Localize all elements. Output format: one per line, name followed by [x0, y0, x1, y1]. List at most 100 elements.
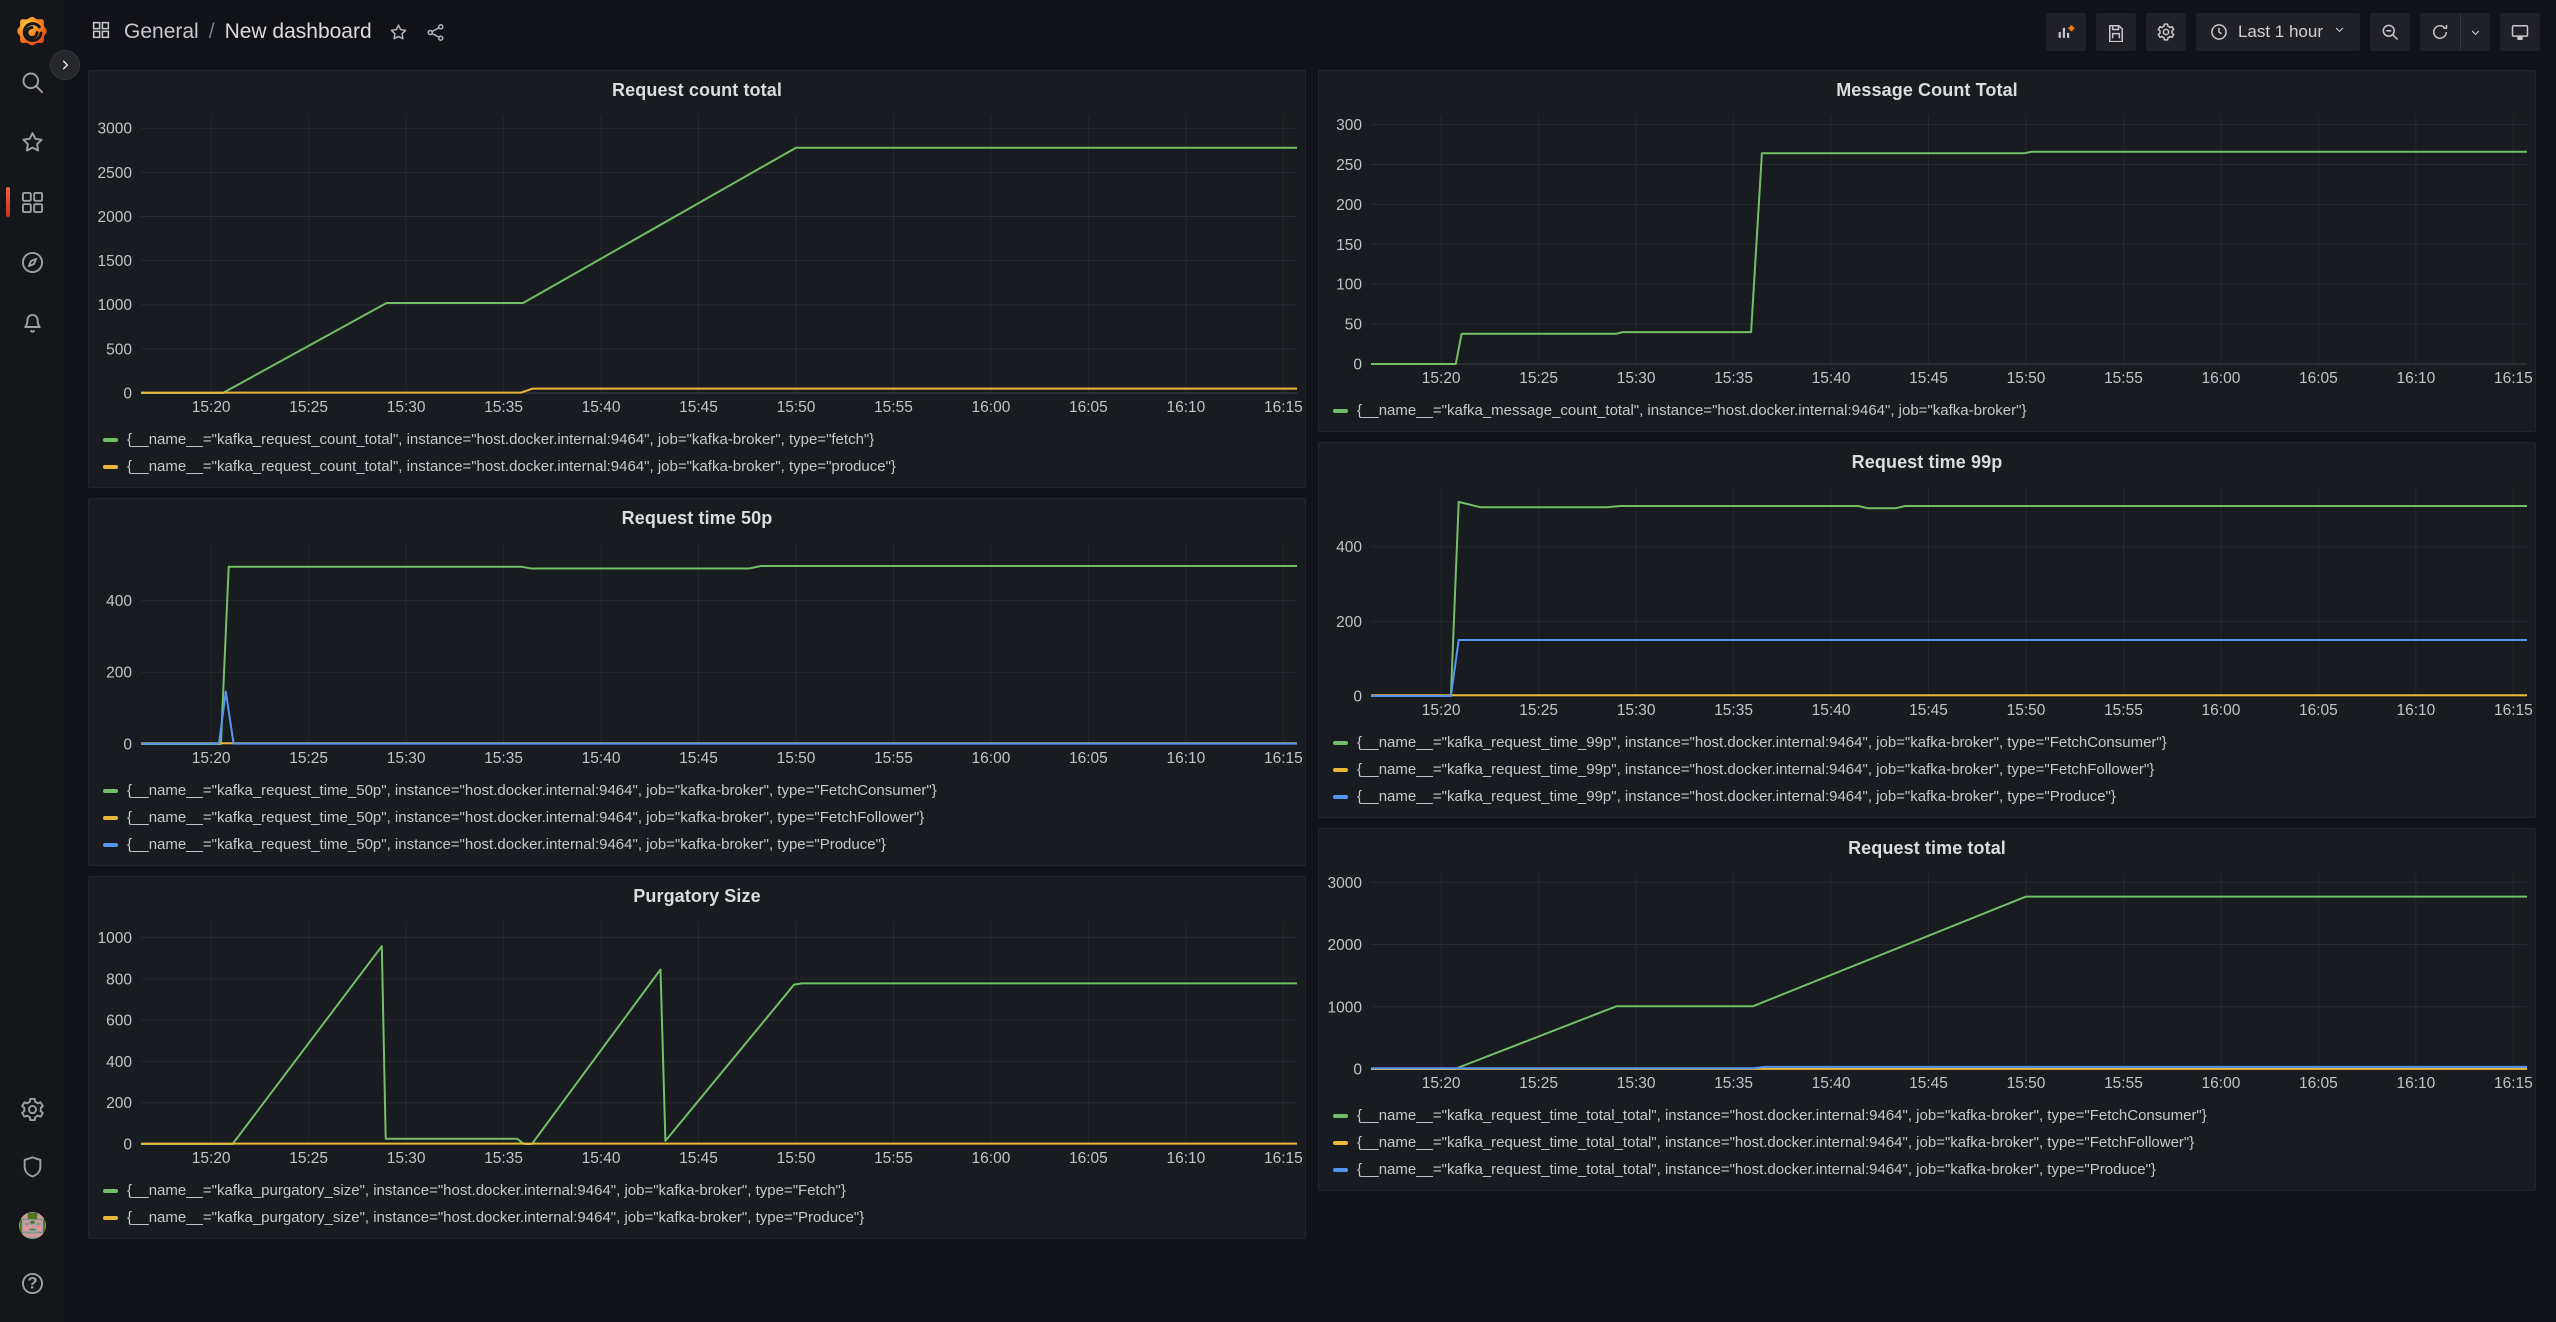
sidebar-item-server-admin[interactable]	[0, 1138, 64, 1196]
sidebar-item-configuration[interactable]	[0, 1080, 64, 1138]
svg-text:16:15: 16:15	[1264, 1150, 1303, 1167]
legend-swatch	[103, 816, 118, 820]
svg-text:15:30: 15:30	[387, 750, 426, 767]
series-line-green	[141, 946, 1297, 1144]
refresh-interval-dropdown[interactable]	[2460, 13, 2490, 51]
share-dashboard-button[interactable]	[425, 22, 446, 43]
legend-label: {__name__="kafka_request_count_total", i…	[127, 458, 896, 475]
svg-text:2500: 2500	[98, 165, 133, 182]
svg-text:16:05: 16:05	[2299, 1075, 2338, 1092]
legend-label: {__name__="kafka_message_count_total", i…	[1357, 402, 2026, 419]
legend-item[interactable]: {__name__="kafka_request_count_total", i…	[103, 453, 1305, 480]
save-dashboard-button[interactable]	[2096, 13, 2136, 51]
sidebar: ?	[0, 0, 64, 1322]
svg-text:16:10: 16:10	[2396, 370, 2435, 387]
grafana-logo[interactable]	[12, 12, 52, 52]
panel-request-time-50p: Request time 50p020040015:2015:2515:3015…	[88, 498, 1306, 866]
sidebar-item-help[interactable]: ?	[0, 1254, 64, 1312]
monitor-icon	[2510, 22, 2530, 42]
panel-title[interactable]: Request time 99p	[1319, 443, 2535, 477]
star-icon	[388, 22, 409, 43]
shield-icon	[19, 1154, 46, 1181]
legend-item[interactable]: {__name__="kafka_request_time_total_tota…	[1333, 1156, 2535, 1183]
cycle-view-mode-button[interactable]	[2500, 13, 2540, 51]
panel-title[interactable]: Request time 50p	[89, 499, 1305, 533]
timeseries-chart[interactable]: 0200400600800100015:2015:2515:3015:3515:…	[89, 911, 1305, 1170]
panel-legend: {__name__="kafka_request_time_50p", inst…	[89, 775, 1305, 864]
legend-swatch	[1333, 741, 1348, 745]
refresh-split-button	[2420, 13, 2490, 51]
legend-item[interactable]: {__name__="kafka_message_count_total", i…	[1333, 397, 2535, 424]
svg-text:15:30: 15:30	[387, 1150, 426, 1167]
svg-text:200: 200	[106, 665, 132, 682]
legend-item[interactable]: {__name__="kafka_purgatory_size", instan…	[103, 1177, 1305, 1204]
sidebar-item-alerting[interactable]	[0, 292, 64, 352]
panel-title[interactable]: Message Count Total	[1319, 71, 2535, 105]
legend-label: {__name__="kafka_purgatory_size", instan…	[127, 1209, 864, 1226]
zoom-out-icon	[2380, 22, 2400, 42]
legend-item[interactable]: {__name__="kafka_request_count_total", i…	[103, 426, 1305, 453]
timeseries-chart[interactable]: 05010015020025030015:2015:2515:3015:3515…	[1319, 105, 2535, 390]
add-panel-button[interactable]	[2046, 13, 2086, 51]
chevron-down-icon	[2468, 25, 2483, 40]
grafana-logo-icon	[14, 14, 50, 50]
dashboard-settings-button[interactable]	[2146, 13, 2186, 51]
svg-text:250: 250	[1336, 157, 1362, 174]
breadcrumb-dashboard-title[interactable]: New dashboard	[225, 20, 372, 44]
sidebar-item-explore[interactable]	[0, 232, 64, 292]
breadcrumb-folder[interactable]: General	[124, 20, 199, 44]
add-panel-icon	[2056, 22, 2076, 42]
series-line-green	[1371, 897, 2527, 1069]
save-icon	[2106, 22, 2126, 42]
legend-swatch	[1333, 795, 1348, 799]
panel-message-count-total: Message Count Total05010015020025030015:…	[1318, 70, 2536, 432]
clock-icon	[2209, 22, 2229, 42]
series-line-blue	[141, 692, 1297, 744]
svg-text:500: 500	[106, 341, 132, 358]
svg-text:15:55: 15:55	[2104, 702, 2143, 719]
y-axis-labels: 050100150200250300	[1336, 117, 1362, 373]
panel-title[interactable]: Request time total	[1319, 829, 2535, 863]
refresh-dashboard-button[interactable]	[2420, 13, 2460, 51]
panel-legend: {__name__="kafka_request_count_total", i…	[89, 424, 1305, 486]
legend-item[interactable]: {__name__="kafka_request_time_total_tota…	[1333, 1102, 2535, 1129]
legend-item[interactable]: {__name__="kafka_request_time_50p", inst…	[103, 831, 1305, 858]
legend-item[interactable]: {__name__="kafka_request_time_50p", inst…	[103, 777, 1305, 804]
svg-text:200: 200	[1336, 614, 1362, 631]
y-axis-labels: 050010001500200025003000	[98, 121, 133, 403]
legend-item[interactable]: {__name__="kafka_purgatory_size", instan…	[103, 1204, 1305, 1231]
timeseries-chart[interactable]: 010002000300015:2015:2515:3015:3515:4015…	[1319, 863, 2535, 1095]
timeseries-chart[interactable]: 020040015:2015:2515:3015:3515:4015:4515:…	[1319, 477, 2535, 722]
legend-swatch	[103, 438, 118, 442]
legend-item[interactable]: {__name__="kafka_request_time_99p", inst…	[1333, 756, 2535, 783]
svg-text:15:55: 15:55	[874, 750, 913, 767]
legend-item[interactable]: {__name__="kafka_request_time_50p", inst…	[103, 804, 1305, 831]
legend-item[interactable]: {__name__="kafka_request_time_total_tota…	[1333, 1129, 2535, 1156]
legend-swatch	[1333, 768, 1348, 772]
timeseries-chart[interactable]: 020040015:2015:2515:3015:3515:4015:4515:…	[89, 533, 1305, 770]
sidebar-item-starred[interactable]	[0, 112, 64, 172]
sidebar-item-dashboards[interactable]	[0, 172, 64, 232]
svg-text:15:40: 15:40	[582, 1150, 621, 1167]
zoom-out-time-button[interactable]	[2370, 13, 2410, 51]
panel-title[interactable]: Purgatory Size	[89, 877, 1305, 911]
svg-text:800: 800	[106, 971, 132, 988]
svg-text:15:45: 15:45	[1909, 1075, 1948, 1092]
svg-text:200: 200	[1336, 197, 1362, 214]
svg-text:15:50: 15:50	[777, 1150, 816, 1167]
sidebar-item-profile[interactable]	[0, 1196, 64, 1254]
legend-item[interactable]: {__name__="kafka_request_time_99p", inst…	[1333, 729, 2535, 756]
timeseries-chart[interactable]: 05001000150020002500300015:2015:2515:301…	[89, 105, 1305, 419]
time-range-picker[interactable]: Last 1 hour	[2196, 13, 2360, 51]
svg-text:15:55: 15:55	[2104, 1075, 2143, 1092]
panel-title[interactable]: Request count total	[89, 71, 1305, 105]
grid-lines	[141, 115, 1297, 393]
svg-text:15:45: 15:45	[679, 399, 718, 416]
sidebar-item-search[interactable]	[0, 52, 64, 112]
svg-text:150: 150	[1336, 237, 1362, 254]
legend-item[interactable]: {__name__="kafka_request_time_99p", inst…	[1333, 783, 2535, 810]
svg-text:15:50: 15:50	[777, 399, 816, 416]
svg-text:15:20: 15:20	[192, 1150, 231, 1167]
svg-text:16:15: 16:15	[2494, 702, 2533, 719]
star-dashboard-button[interactable]	[388, 22, 409, 43]
